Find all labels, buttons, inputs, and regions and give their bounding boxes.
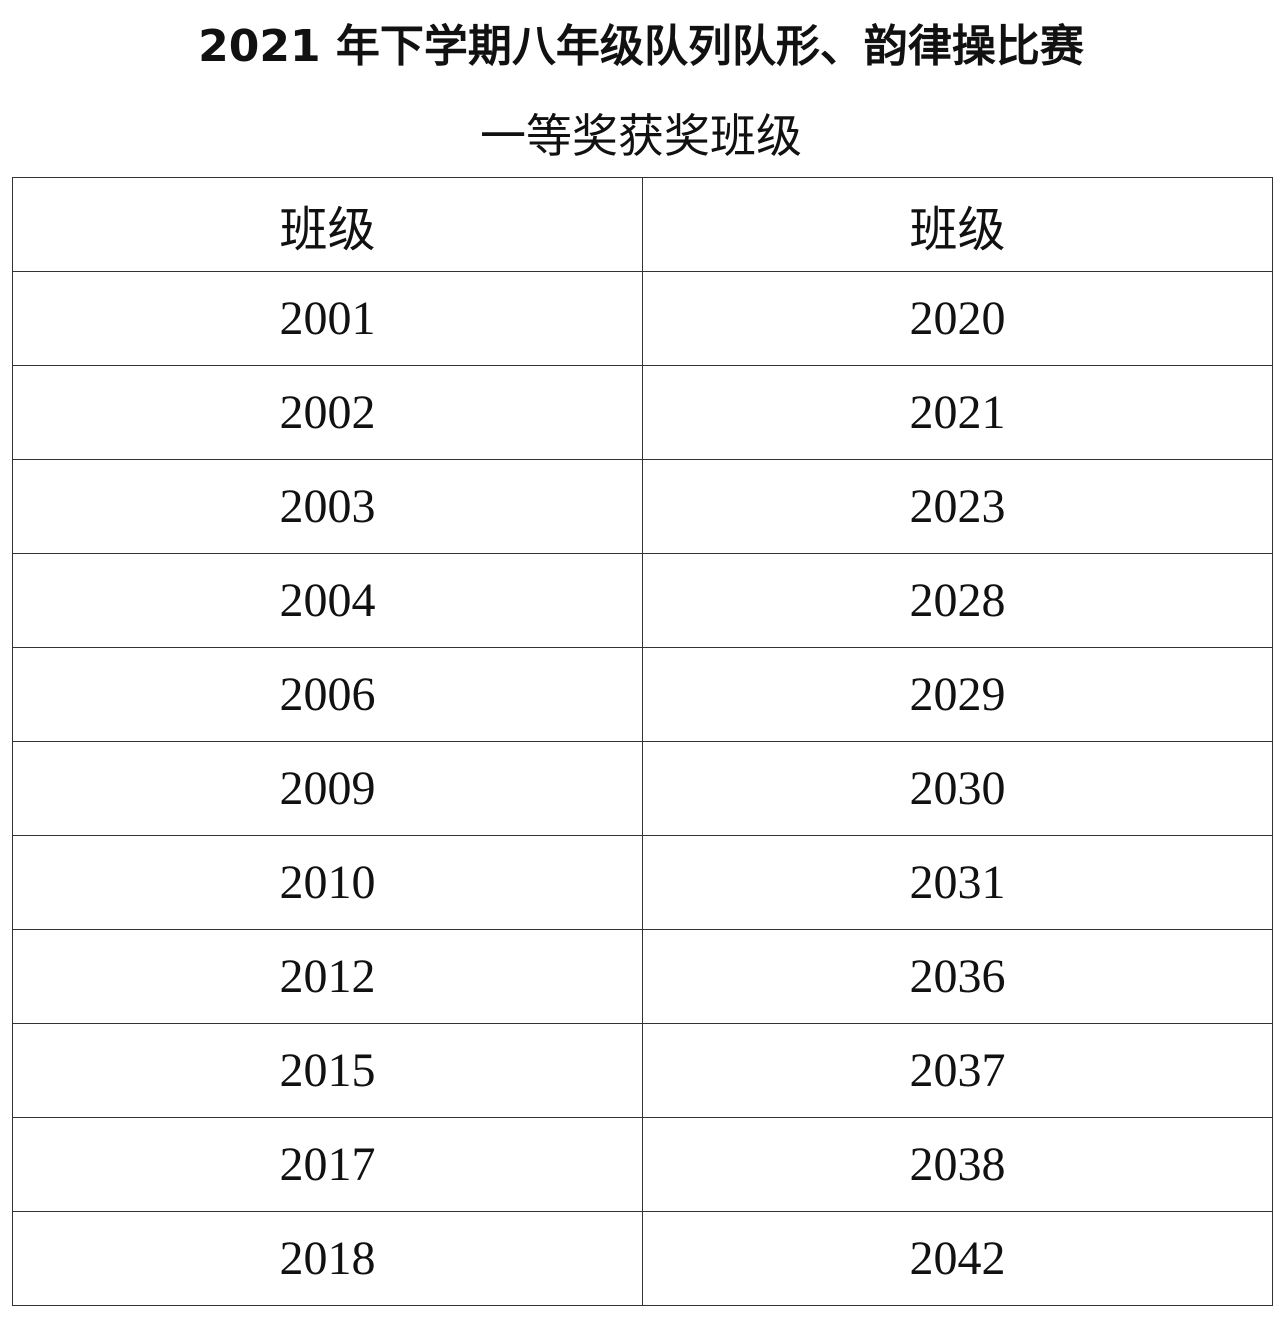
class-cell: 2023 [642, 459, 1273, 554]
class-cell: 2031 [642, 835, 1273, 930]
class-cell: 2028 [642, 553, 1273, 648]
award-table: 班级 班级 2001 2020 2002 2021 2003 2023 2004 2028 20… [12, 177, 1273, 1306]
class-cell: 2030 [642, 741, 1273, 836]
class-cell: 2020 [642, 271, 1273, 366]
class-cell: 2021 [642, 365, 1273, 460]
class-cell: 2042 [642, 1211, 1273, 1306]
table-row: 2001 2020 [12, 271, 1273, 366]
header-cell: 班级 [12, 177, 643, 272]
class-cell: 2009 [12, 741, 643, 836]
table-row: 2003 2023 [12, 459, 1273, 554]
class-cell: 2015 [12, 1023, 643, 1118]
table-row: 2006 2029 [12, 647, 1273, 742]
class-cell: 2001 [12, 271, 643, 366]
table-row: 2002 2021 [12, 365, 1273, 460]
class-cell: 2006 [12, 647, 643, 742]
class-cell: 2029 [642, 647, 1273, 742]
table-row: 2010 2031 [12, 835, 1273, 930]
subtitle: 一等奖获奖班级 [480, 109, 802, 163]
class-cell: 2038 [642, 1117, 1273, 1212]
class-cell: 2010 [12, 835, 643, 930]
class-cell: 2012 [12, 929, 643, 1024]
table-row: 2004 2028 [12, 553, 1273, 648]
class-cell: 2037 [642, 1023, 1273, 1118]
header-cell: 班级 [642, 177, 1273, 272]
table-row: 2012 2036 [12, 929, 1273, 1024]
table-row: 2018 2042 [12, 1211, 1273, 1306]
header-row: 班级 班级 [12, 177, 1273, 272]
class-cell: 2018 [12, 1211, 643, 1306]
class-cell: 2004 [12, 553, 643, 648]
table-row: 2009 2030 [12, 741, 1273, 836]
class-cell: 2036 [642, 929, 1273, 1024]
title: 2021 年下学期八年级队列队形、韵律操比赛 [198, 21, 1084, 72]
table-row: 2017 2038 [12, 1117, 1273, 1212]
class-cell: 2002 [12, 365, 643, 460]
class-cell: 2003 [12, 459, 643, 554]
table-row: 2015 2037 [12, 1023, 1273, 1118]
class-cell: 2017 [12, 1117, 643, 1212]
